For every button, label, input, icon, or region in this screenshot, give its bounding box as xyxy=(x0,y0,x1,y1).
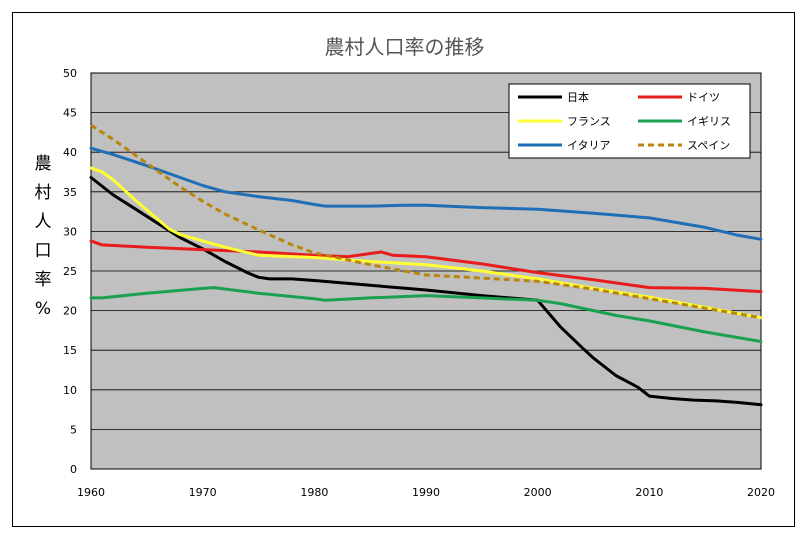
y-tick-label: 15 xyxy=(63,344,77,357)
series-line-3 xyxy=(89,286,763,343)
legend-label: 日本 xyxy=(567,90,589,104)
x-tick-label: 1960 xyxy=(77,486,105,499)
y-tick-label: 40 xyxy=(63,146,77,159)
x-tick-label: 2020 xyxy=(747,486,775,499)
y-axis-label: 農村人口率% xyxy=(34,154,52,319)
x-tick-label: 1980 xyxy=(300,486,328,499)
x-tick-label: 2000 xyxy=(524,486,552,499)
series-lines xyxy=(89,124,763,407)
y-tick-label: 45 xyxy=(63,107,77,120)
y-tick-label: 5 xyxy=(70,423,77,436)
y-tick-label: 35 xyxy=(63,186,77,199)
legend-label: ドイツ xyxy=(687,91,720,104)
series-line-4 xyxy=(89,146,763,241)
x-tick-label: 1990 xyxy=(412,486,440,499)
x-tick-label: 2010 xyxy=(635,486,663,499)
chart-title: 農村人口率の推移 xyxy=(324,35,485,59)
series-line-0 xyxy=(89,176,763,407)
x-tick-label: 1970 xyxy=(189,486,217,499)
legend-label: イタリア xyxy=(567,139,611,152)
y-tick-label: 0 xyxy=(70,463,77,476)
legend-label: スペイン xyxy=(687,139,730,152)
x-tick-labels: 1960 1970 1980 1990 2000 2010 2020 xyxy=(77,486,775,499)
legend-label: イギリス xyxy=(687,115,731,128)
y-tick-label: 30 xyxy=(63,225,77,238)
series-line-1 xyxy=(89,239,763,294)
legend-label: フランス xyxy=(567,115,611,128)
series-line-5 xyxy=(90,124,762,320)
y-tick-label: 25 xyxy=(63,265,77,278)
y-tick-labels: 0 5 10 15 20 25 30 35 40 45 50 xyxy=(63,67,77,476)
y-tick-label: 20 xyxy=(63,305,77,318)
y-tick-label: 50 xyxy=(63,67,77,80)
y-tick-label: 10 xyxy=(63,384,77,397)
